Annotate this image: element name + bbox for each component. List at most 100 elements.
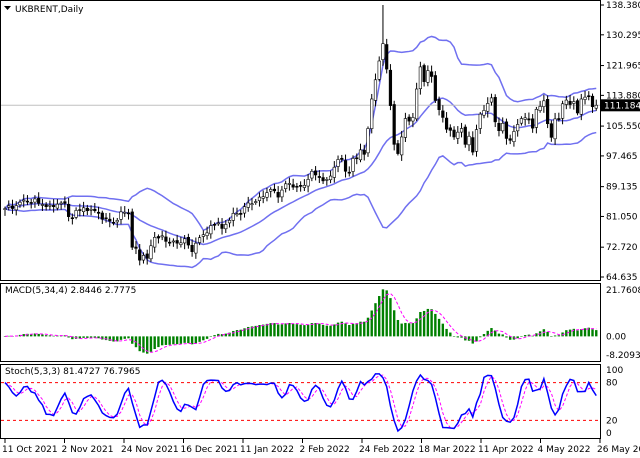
- candle: [572, 101, 576, 104]
- candle: [239, 212, 243, 215]
- candle: [594, 104, 598, 109]
- price-tick-label: 97.465: [606, 152, 638, 162]
- stoch-tick-label: 80: [606, 379, 618, 389]
- candle: [70, 217, 74, 220]
- macd-bar: [7, 335, 10, 337]
- macd-bar: [269, 323, 272, 337]
- dropdown-triangle-icon[interactable]: [4, 6, 11, 10]
- stoch-panel: [0, 364, 601, 439]
- macd-bar: [67, 336, 70, 338]
- macd-bar: [123, 336, 126, 339]
- candle: [422, 65, 426, 82]
- macd-bar: [449, 332, 452, 337]
- candle: [205, 232, 209, 236]
- candle: [501, 123, 505, 132]
- macd-bar: [220, 334, 224, 337]
- candle: [130, 211, 134, 248]
- candle: [340, 157, 344, 160]
- macd-bar: [396, 319, 400, 337]
- macd-bar: [366, 317, 370, 337]
- candle: [156, 236, 161, 239]
- candle: [328, 175, 333, 181]
- price-tick-label: 113.880: [606, 91, 640, 101]
- macd-bar: [565, 330, 568, 337]
- date-tick-label: 18 Mar 2022: [419, 445, 476, 455]
- macd-bar: [183, 336, 186, 343]
- candle: [265, 192, 269, 198]
- candle: [377, 60, 381, 80]
- candle: [168, 241, 172, 244]
- candle: [96, 211, 101, 214]
- macd-bar: [422, 310, 426, 337]
- macd-bar: [318, 323, 321, 337]
- price-tick-label: 81.050: [606, 212, 638, 222]
- current-price-badge: [601, 99, 640, 112]
- macd-bar: [553, 335, 557, 337]
- macd-bar: [146, 336, 149, 354]
- macd-bar: [351, 323, 355, 337]
- macd-bar: [576, 330, 579, 337]
- macd-bar: [333, 324, 336, 337]
- price-tick-label: 138.380: [606, 1, 640, 11]
- candle: [10, 205, 15, 209]
- candle: [553, 118, 557, 140]
- macd-bar: [108, 336, 111, 341]
- candle: [471, 137, 475, 153]
- candle: [478, 113, 482, 129]
- macd-bar: [381, 289, 385, 337]
- candle: [456, 131, 460, 139]
- date-tick-label: 16 Dec 2021: [181, 445, 239, 455]
- candle: [126, 212, 131, 215]
- candle: [411, 117, 415, 122]
- macd-bar: [306, 324, 310, 337]
- macd-bar: [467, 336, 471, 341]
- candle: [418, 66, 422, 90]
- candle: [33, 198, 37, 203]
- candle: [153, 236, 157, 248]
- macd-bar: [363, 321, 366, 337]
- macd-bar: [71, 336, 74, 340]
- macd-bar: [505, 336, 508, 338]
- macd-bar: [97, 336, 100, 339]
- candle: [100, 212, 104, 220]
- macd-bar: [385, 290, 388, 337]
- candle: [302, 184, 306, 188]
- candle: [85, 207, 89, 212]
- candle: [48, 204, 52, 207]
- candle: [141, 255, 146, 261]
- candle: [441, 110, 445, 118]
- date-tick-label: 4 May 2022: [538, 445, 591, 455]
- candle: [332, 166, 336, 178]
- candle: [557, 118, 561, 120]
- macd-bar: [142, 336, 145, 353]
- candle: [104, 217, 108, 220]
- candle: [546, 99, 550, 124]
- candle: [55, 203, 59, 209]
- macd-bar: [527, 334, 531, 337]
- candle: [560, 103, 565, 119]
- macd-bar: [329, 325, 332, 337]
- candle: [171, 240, 175, 243]
- candle: [564, 99, 568, 105]
- candle: [216, 222, 220, 225]
- candle: [486, 103, 490, 112]
- macd-bar: [52, 335, 55, 337]
- candle: [291, 184, 295, 188]
- candle: [29, 202, 33, 204]
- macd-bar: [370, 310, 373, 337]
- macd-bar: [434, 313, 437, 337]
- date-tick-label: 11 Jan 2022: [240, 445, 294, 455]
- candle: [370, 98, 374, 129]
- macd-bar: [336, 322, 340, 337]
- candle: [358, 149, 363, 161]
- current-price-label: 111.184: [604, 101, 640, 111]
- macd-bar: [280, 324, 284, 337]
- macd-tick-label: 21.7608: [606, 286, 640, 296]
- candle: [347, 171, 351, 174]
- macd-bar: [437, 318, 441, 337]
- macd-bar: [291, 323, 295, 337]
- stoch-main-line: [4, 373, 597, 433]
- macd-bar: [325, 325, 329, 337]
- date-tick-label: 2 Feb 2022: [300, 445, 350, 455]
- macd-bar: [149, 336, 153, 352]
